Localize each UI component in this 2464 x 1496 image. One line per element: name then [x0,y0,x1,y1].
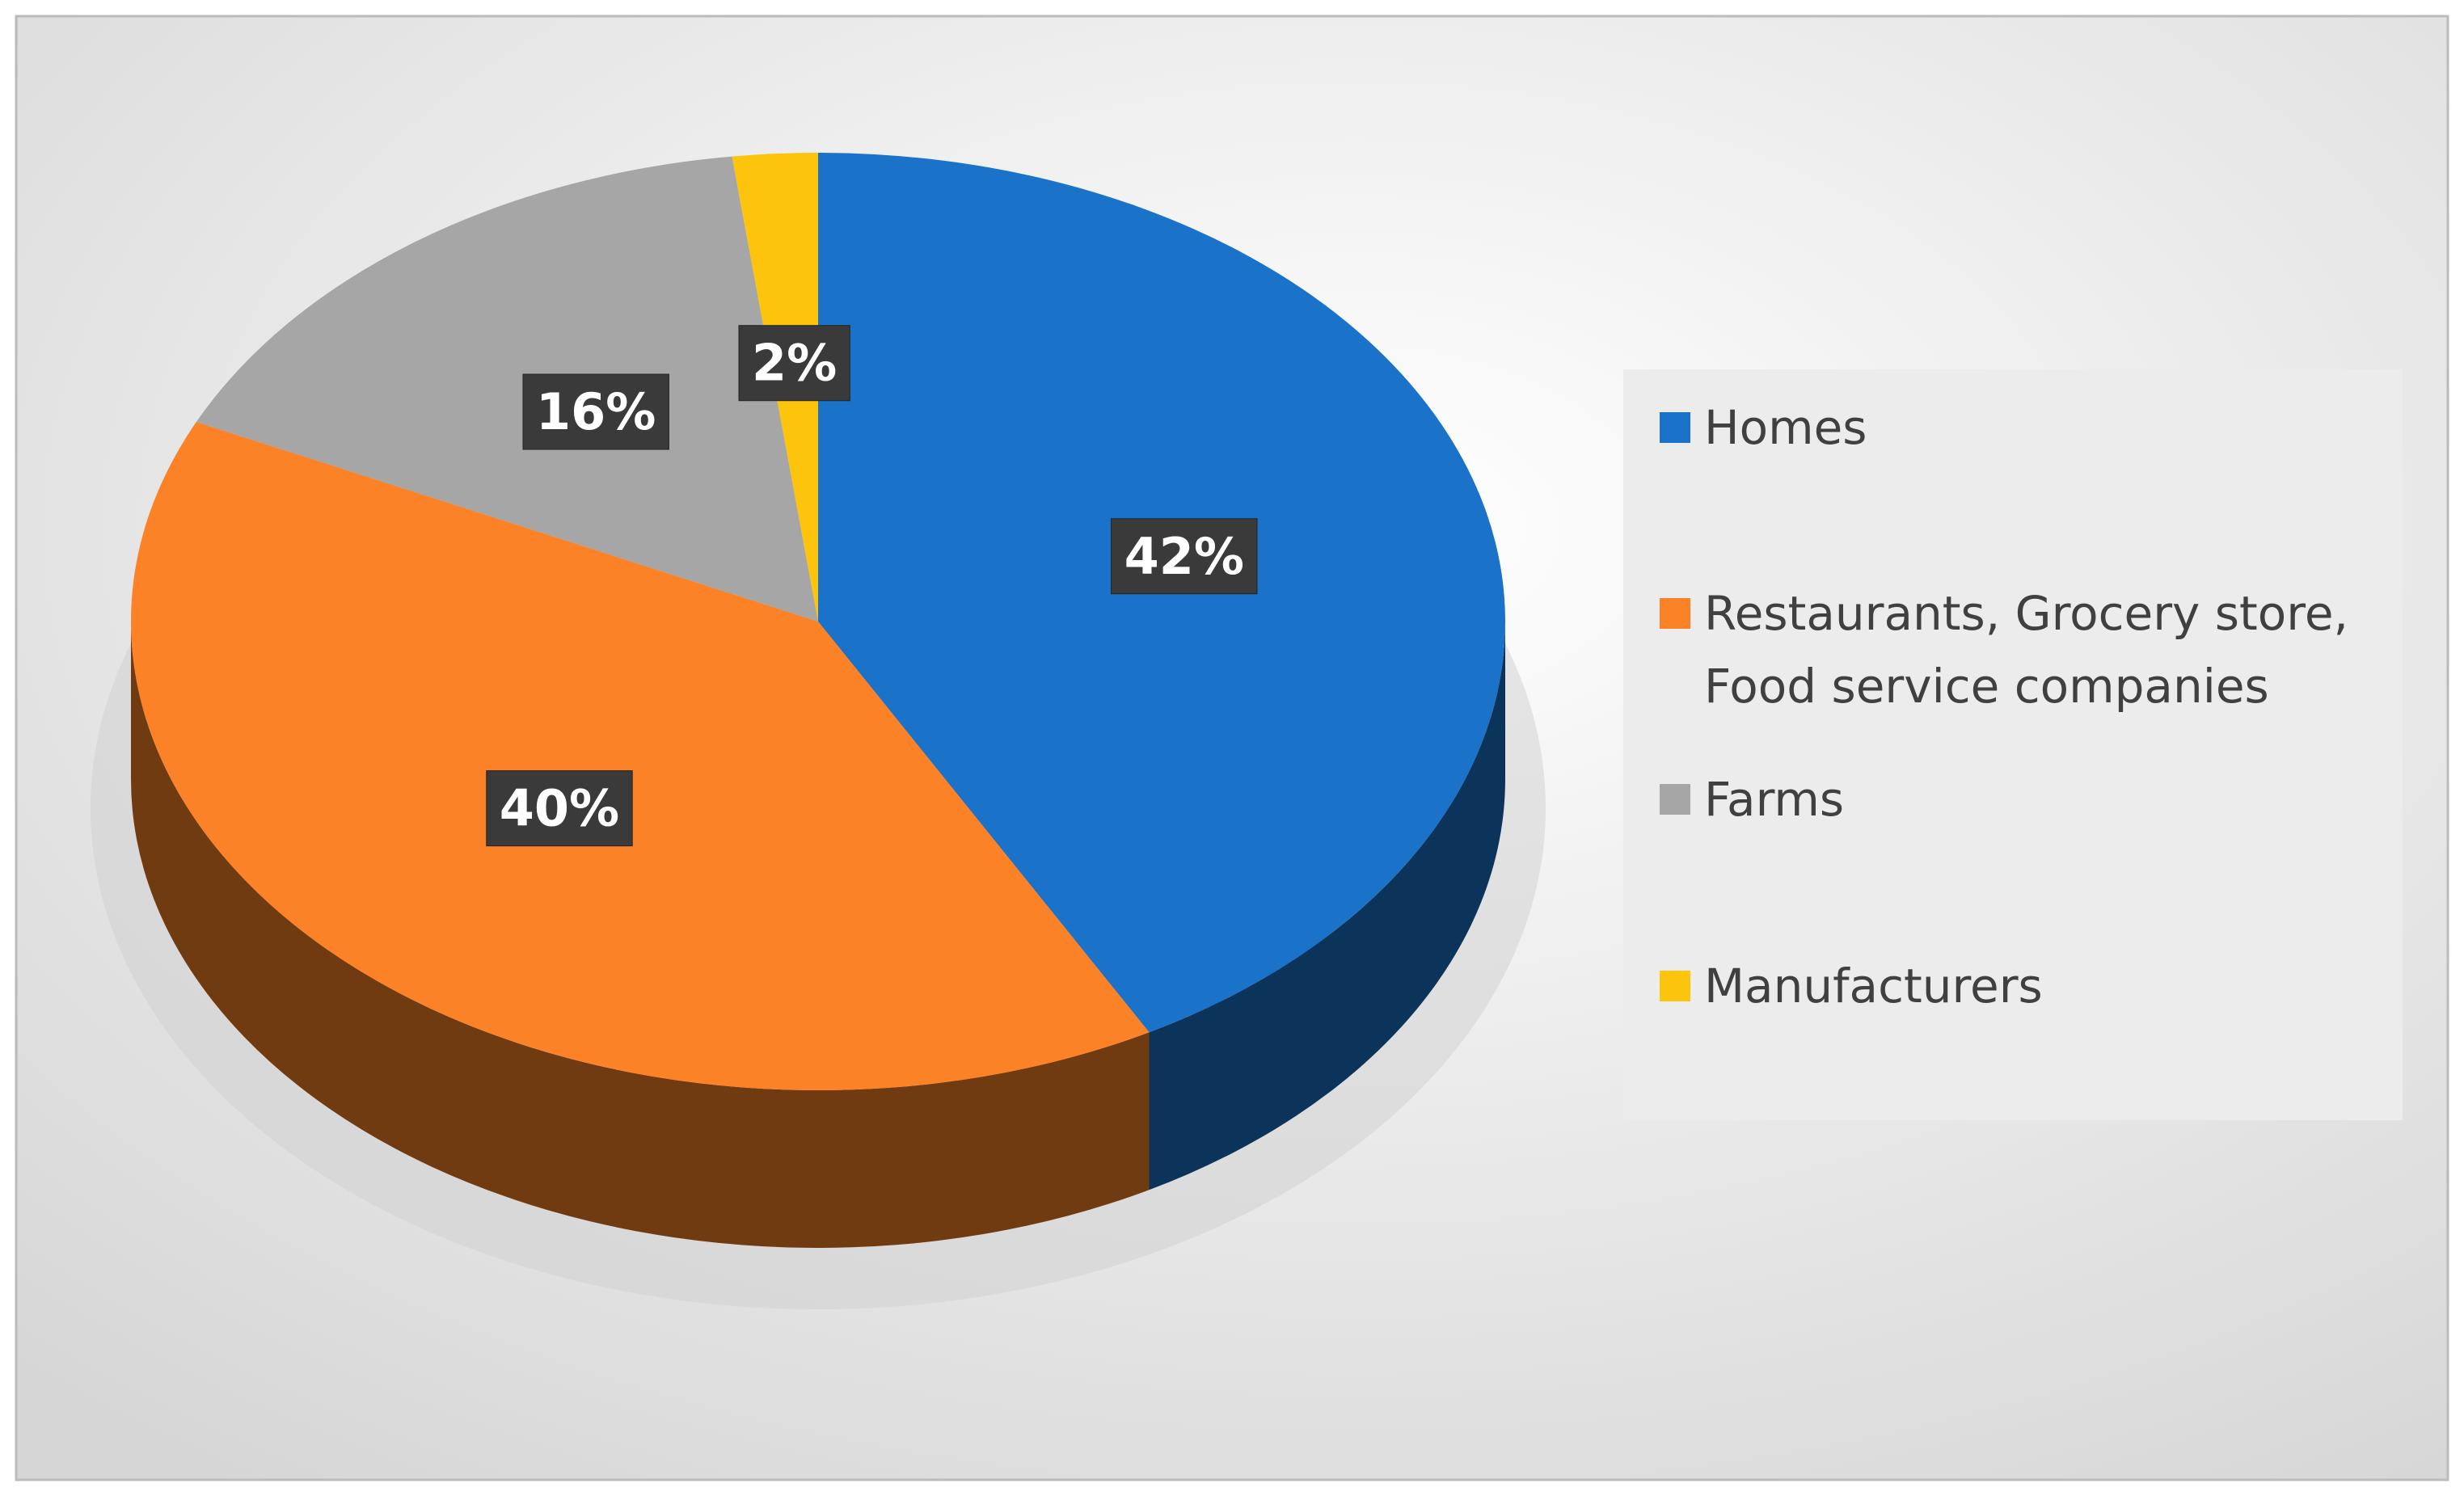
legend-label: Farms [1704,772,1845,827]
data-label: 16% [536,382,656,441]
legend-label: Homes [1704,400,1867,455]
legend-swatch [1660,784,1690,815]
data-label: 42% [1124,527,1244,586]
data-label-box [522,373,669,450]
data-label-box [486,770,633,847]
legend-swatch [1660,412,1690,443]
legend-label: Manufacturers [1704,959,2043,1013]
legend-swatch [1660,598,1690,629]
data-label: 40% [500,779,619,838]
slice-side [131,622,1150,1249]
data-label: 2% [752,334,837,393]
slice [130,422,1150,1091]
legend-label: Restaurants, Grocery store, Food service… [1704,586,2348,714]
slice-side [1149,622,1505,1190]
data-label-box [738,325,850,402]
data-label-box [1111,518,1258,595]
slice [196,156,819,622]
legend-swatch [1660,971,1690,1001]
legend: Homes Restaurants, Grocery store, Food se… [1623,369,2403,1120]
